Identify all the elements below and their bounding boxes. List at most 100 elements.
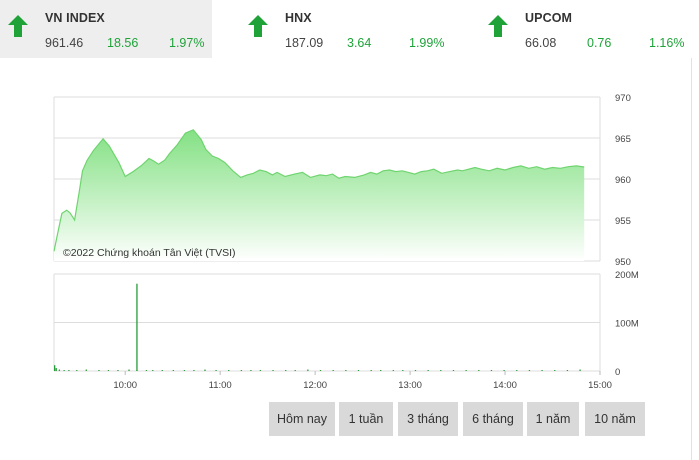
volume-tick-label: 100M <box>615 319 639 330</box>
volume-tick-label: 0 <box>615 367 620 378</box>
volume-bar <box>503 370 505 371</box>
price-tick-label: 965 <box>615 134 631 145</box>
index-name: VN INDEX <box>45 11 105 25</box>
index-change: 3.64 <box>347 36 372 50</box>
volume-bar <box>307 369 309 371</box>
volume-bar <box>440 370 442 371</box>
volume-bar <box>345 370 347 371</box>
time-tick-label: 12:00 <box>303 380 327 391</box>
index-card-upcom[interactable]: UPCOM 66.08 0.76 1.16% <box>480 0 692 58</box>
index-value: 961.46 <box>45 36 84 50</box>
arrow-up-icon <box>248 15 268 37</box>
volume-bar <box>145 370 148 371</box>
volume-grid <box>53 273 601 372</box>
volume-bar <box>579 369 581 371</box>
arrow-up-icon <box>8 15 28 37</box>
volume-bar <box>392 370 394 371</box>
price-line <box>53 129 585 252</box>
time-tick-label: 10:00 <box>113 380 137 391</box>
time-tick-label: 15:00 <box>588 380 612 391</box>
index-change: 0.76 <box>587 36 612 50</box>
volume-bar <box>85 369 87 371</box>
volume-bar <box>370 370 372 371</box>
volume-bar <box>98 370 100 371</box>
volume-bar <box>128 369 130 371</box>
volume-bar <box>228 370 230 371</box>
volume-bar <box>452 370 455 371</box>
range-button-1-week[interactable]: 1 tuần <box>339 402 393 436</box>
volume-bar <box>204 369 206 371</box>
volume-axis: 200M 100M 0 <box>615 270 639 378</box>
range-button-3-months[interactable]: 3 tháng <box>398 402 458 436</box>
volume-bar <box>402 370 404 371</box>
volume-bar <box>107 370 110 371</box>
volume-bar <box>478 370 480 371</box>
volume-bar <box>152 370 154 371</box>
index-value: 187.09 <box>285 36 324 50</box>
volume-bar <box>63 370 65 371</box>
volume-bar <box>259 370 262 371</box>
chart-panel <box>0 58 692 460</box>
watermark: ©2022 Chứng khoán Tân Việt (TVSI) <box>63 247 236 259</box>
volume-bar <box>250 370 252 371</box>
range-button-today[interactable]: Hôm nay <box>269 402 335 436</box>
price-tick-label: 950 <box>615 257 631 268</box>
volume-bar <box>54 365 56 371</box>
price-tick-label: 960 <box>615 175 631 186</box>
volume-bar <box>528 370 531 371</box>
volume-bar <box>332 370 334 371</box>
index-change: 18.56 <box>107 36 139 50</box>
volume-bar <box>272 370 274 371</box>
volume-bar <box>172 370 174 371</box>
index-name: UPCOM <box>525 11 573 25</box>
index-value: 66.08 <box>525 36 557 50</box>
volume-bar <box>554 370 556 371</box>
volume-bar <box>319 370 322 371</box>
range-button-1-year[interactable]: 1 năm <box>527 402 579 436</box>
index-percent: 1.99% <box>409 36 445 50</box>
index-percent: 1.16% <box>649 36 685 50</box>
volume-bar <box>516 370 518 371</box>
volume-bar <box>380 370 382 371</box>
volume-bar <box>414 370 417 371</box>
volume-bar <box>68 370 70 371</box>
time-tick-label: 13:00 <box>398 380 422 391</box>
volume-bar <box>117 370 119 371</box>
volume-bar <box>427 370 429 371</box>
volume-bar <box>193 370 195 371</box>
price-area-fill <box>54 129 585 261</box>
volume-bar <box>161 370 163 371</box>
arrow-up-icon <box>488 15 508 37</box>
time-tick-label: 14:00 <box>493 380 517 391</box>
volume-bar <box>541 370 543 371</box>
volume-bar <box>215 370 217 371</box>
index-percent: 1.97% <box>169 36 205 50</box>
price-tick-label: 955 <box>615 216 631 227</box>
price-axis: 970 965 960 955 950 <box>615 93 631 268</box>
index-name: HNX <box>285 11 312 25</box>
time-tick-label: 11:00 <box>209 380 232 391</box>
time-axis: 10:00 11:00 12:00 13:00 14:00 15:00 <box>113 371 612 391</box>
range-button-10-years[interactable]: 10 năm <box>585 402 645 436</box>
volume-bar <box>76 370 78 371</box>
volume-bar <box>136 283 138 371</box>
volume-bar <box>183 370 186 371</box>
volume-bar <box>294 370 296 371</box>
volume-bar <box>357 370 360 371</box>
volume-tick-label: 200M <box>615 270 639 281</box>
index-card-vnindex[interactable]: VN INDEX 961.46 18.56 1.97% <box>0 0 212 58</box>
volume-bar <box>566 370 569 371</box>
range-button-6-months[interactable]: 6 tháng <box>463 402 523 436</box>
price-area <box>53 129 585 261</box>
volume-bar <box>465 370 467 371</box>
index-card-hnx[interactable]: HNX 187.09 3.64 1.99% <box>240 0 452 58</box>
price-tick-label: 970 <box>615 93 631 104</box>
volume-bars <box>54 283 581 371</box>
volume-bar <box>58 369 61 371</box>
volume-bar <box>490 370 493 371</box>
volume-bar <box>285 370 287 371</box>
volume-bar <box>240 370 243 371</box>
volume-bar <box>55 368 57 371</box>
